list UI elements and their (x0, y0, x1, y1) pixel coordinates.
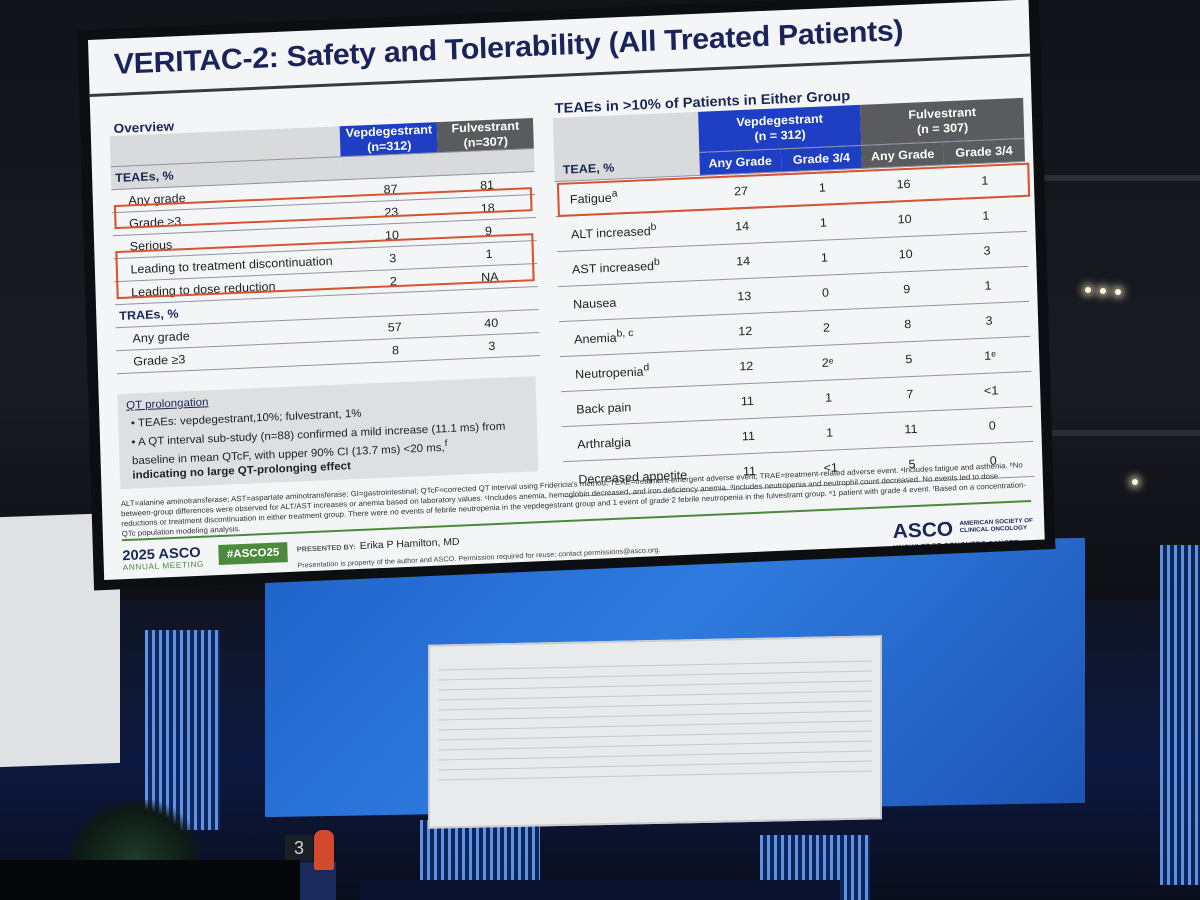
hashtag-badge: #ASCO25 (218, 542, 288, 566)
led-stripes (420, 820, 540, 890)
ceiling-light (1115, 289, 1121, 295)
asco-logo: ASCO AMERICAN SOCIETY OF CLINICAL ONCOLO… (892, 517, 1033, 552)
podium-number: 3 (285, 835, 313, 861)
audience-silhouette (0, 860, 300, 900)
stage-screen-repeat (428, 635, 882, 829)
teae-table: TEAE, % Vepdegestrant (n = 312) Fulvestra… (552, 97, 1035, 497)
speaker (314, 830, 334, 870)
col-ful-n: (n=307) (463, 134, 509, 150)
ceiling-truss (1010, 175, 1200, 181)
col-vep-name: Vepdegestrant (345, 122, 433, 141)
teae-col-label: TEAE, % (552, 111, 700, 182)
projected-slide: VERITAC-2: Safety and Tolerability (All … (88, 0, 1045, 580)
qt-box: QT prolongation • TEAEs: vepdegestrant,1… (117, 376, 539, 490)
overview-col-ful: Fulvestrant (n=307) (437, 117, 534, 153)
led-stripes (145, 630, 220, 830)
overview-col-vep: Vepdegestrant (n=312) (340, 122, 439, 157)
ceiling-truss (1015, 430, 1200, 436)
teae-col-ful: Fulvestrant (n = 307) (860, 97, 1025, 146)
qt-bullet-2: • A QT interval sub-study (n=88) confirm… (131, 420, 506, 482)
panel-table (360, 880, 840, 900)
ceiling-light (1100, 288, 1106, 294)
teae-col-vep: Vepdegestrant (n = 312) (698, 104, 862, 153)
meeting-logo: 2025 ASCO ANNUAL MEETING (122, 543, 205, 573)
ceiling-light (1132, 479, 1138, 485)
qt-heading: QT prolongation (126, 396, 209, 412)
ceiling-light (1085, 287, 1091, 293)
col-vep-n: (n=312) (366, 138, 412, 155)
col-ful-name: Fulvestrant (451, 118, 520, 136)
side-screen (0, 512, 120, 768)
led-stripes (1160, 545, 1200, 885)
